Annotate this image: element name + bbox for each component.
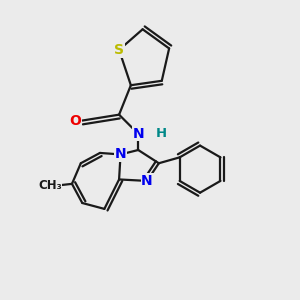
Text: N: N [141,174,153,188]
Text: O: O [69,114,81,128]
Text: CH₃: CH₃ [38,179,62,192]
Text: S: S [114,43,124,57]
Text: N: N [115,147,126,161]
Text: H: H [156,127,167,140]
Text: N: N [132,127,144,141]
